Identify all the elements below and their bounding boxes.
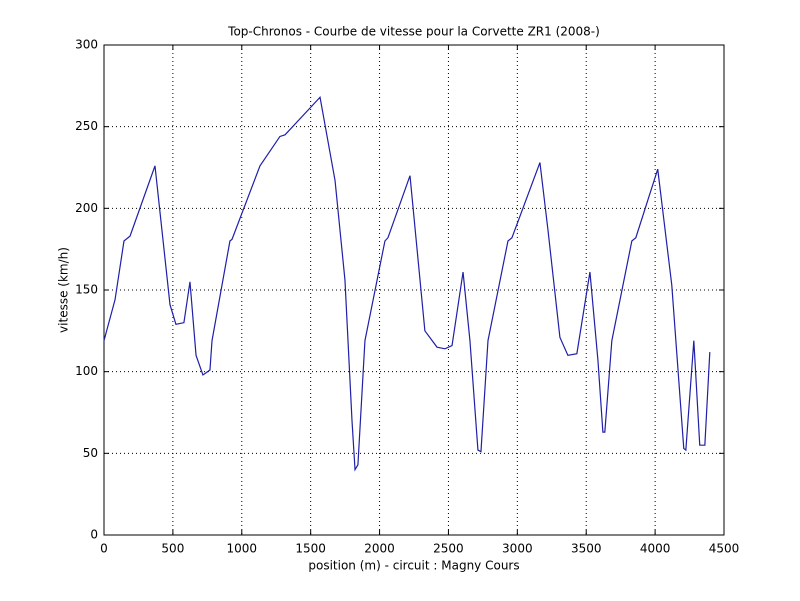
y-tick-label: 250: [75, 119, 98, 133]
x-tick-label: 4500: [709, 542, 740, 556]
axes-box: [103, 44, 725, 536]
y-axis-label: vitesse (km/h): [57, 247, 71, 333]
y-tick-label: 50: [83, 446, 98, 460]
y-tick-label: 100: [75, 364, 98, 378]
x-axis-label: position (m) - circuit : Magny Cours: [308, 559, 519, 573]
x-tick-label: 1000: [227, 542, 258, 556]
data-line: [103, 95, 711, 472]
x-tick-label: 4000: [640, 542, 671, 556]
x-tick-label: 500: [161, 542, 184, 556]
y-tick-label: 0: [90, 528, 98, 542]
x-tick-label: 0: [100, 542, 108, 556]
y-tick-label: 150: [75, 283, 98, 297]
y-tick-label: 300: [75, 38, 98, 52]
chart-title: Top-Chronos - Courbe de vitesse pour la …: [227, 25, 600, 39]
x-tick-label: 1500: [295, 542, 326, 556]
y-tick-label: 200: [75, 201, 98, 215]
x-tick-label: 2500: [433, 542, 464, 556]
x-tick-label: 2000: [364, 542, 395, 556]
x-tick-label: 3500: [571, 542, 602, 556]
x-tick-label: 3000: [502, 542, 533, 556]
